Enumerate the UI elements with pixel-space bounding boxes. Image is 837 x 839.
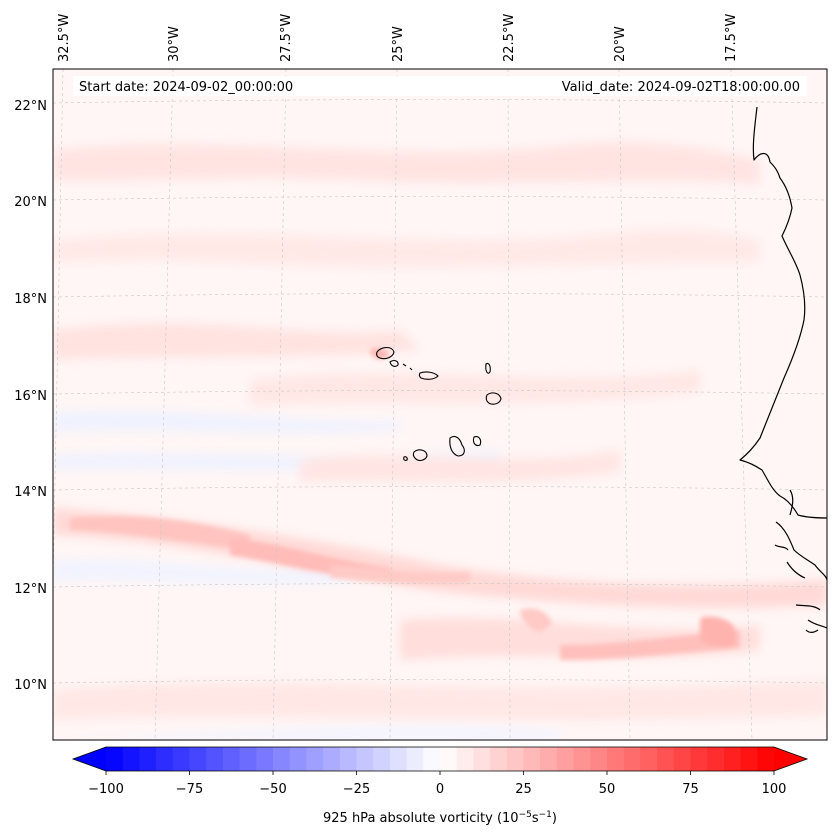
colorbar-segment (189, 747, 207, 771)
lon-label: 22.5°W (502, 14, 517, 62)
valid-date-label: Valid_date: 2024-09-02T18:00:00.00 (562, 80, 800, 95)
colorbar-segment (657, 747, 675, 771)
lat-label: 22°N (14, 99, 47, 114)
colorbar-segment (556, 747, 575, 771)
colorbar-segment (740, 747, 758, 771)
colorbar-tick-labels: −100 −75 −50 −25 0 25 50 75 100 (88, 782, 786, 797)
cb-tick-label: −100 (88, 782, 124, 797)
colorbar-segment (373, 747, 391, 771)
colorbar-segment (506, 747, 525, 771)
colorbar-segment (640, 747, 658, 771)
colorbar-high-extend (774, 747, 807, 771)
start-date-label: Start date: 2024-09-02_00:00:00 (79, 80, 293, 95)
colorbar-segments (106, 747, 775, 771)
colorbar-segment (673, 747, 692, 771)
colorbar-segment (757, 747, 775, 771)
colorbar-segment (523, 747, 541, 771)
lat-label: 14°N (14, 485, 47, 500)
colorbar-segment (273, 747, 291, 771)
colorbar-ticks (105, 771, 775, 775)
lon-label: 25°W (391, 26, 406, 62)
colorbar-segment (540, 747, 558, 771)
lat-label: 18°N (14, 292, 47, 307)
colorbar-segment (590, 747, 608, 771)
cb-tick-label: 0 (436, 782, 444, 797)
coastline (739, 106, 827, 633)
colorbar-segment (456, 747, 474, 771)
cb-tick-label: −50 (259, 782, 286, 797)
colorbar-low-extend (73, 747, 106, 771)
cb-tick-label: 75 (682, 782, 699, 797)
colorbar-segment (222, 747, 241, 771)
colorbar-segment (607, 747, 625, 771)
gridlines (53, 69, 827, 740)
cb-tick-label: −75 (176, 782, 203, 797)
colorbar-segment (339, 747, 358, 771)
colorbar-segment (723, 747, 742, 771)
lat-label: 12°N (14, 582, 47, 597)
lat-label: 10°N (14, 678, 47, 693)
colorbar-segment (707, 747, 725, 771)
colorbar-segment (440, 747, 458, 771)
colorbar-segment (323, 747, 341, 771)
colorbar-segment (239, 747, 257, 771)
lat-label: 16°N (14, 389, 47, 404)
colorbar-segment (389, 747, 408, 771)
header-box (73, 76, 807, 96)
colorbar-segment (106, 747, 124, 771)
lon-label: 32.5°W (57, 14, 72, 62)
colorbar-segment (623, 747, 641, 771)
lat-label: 20°N (14, 195, 47, 210)
colorbar-segment (289, 747, 307, 771)
cb-tick-label: 25 (515, 782, 532, 797)
colorbar-segment (306, 747, 324, 771)
lon-label: 30°W (167, 26, 182, 62)
colorbar-segment (490, 747, 508, 771)
colorbar-segment (139, 747, 157, 771)
colorbar-segment (206, 747, 224, 771)
vorticity-field (53, 141, 827, 740)
colorbar-segment (423, 747, 441, 771)
cb-tick-label: 50 (599, 782, 616, 797)
colorbar-segment (122, 747, 140, 771)
cape-verde-islands (376, 346, 502, 461)
colorbar-segment (690, 747, 708, 771)
lon-label: 17.5°W (724, 14, 739, 62)
latitude-labels: 22°N 20°N 18°N 16°N 14°N 12°N 10°N (14, 99, 47, 693)
colorbar-segment (156, 747, 174, 771)
colorbar: −100 −75 −50 −25 0 25 50 75 100 925 hPa … (71, 746, 809, 826)
colorbar-segment (473, 747, 491, 771)
map-panel: Start date: 2024-09-02_00:00:00 Valid_da… (53, 69, 827, 740)
map-frame (52, 68, 828, 741)
colorbar-segment (573, 747, 591, 771)
lon-label: 20°W (613, 26, 628, 62)
cb-tick-label: 100 (762, 782, 787, 797)
lon-label: 27.5°W (279, 14, 294, 62)
cb-tick-label: −25 (343, 782, 370, 797)
colorbar-segment (406, 747, 424, 771)
colorbar-segment (172, 747, 191, 771)
longitude-labels: 32.5°W 30°W 27.5°W 25°W 22.5°W 20°W 17.5… (57, 14, 739, 62)
colorbar-title: 925 hPa absolute vorticity (10−5s−1) (323, 810, 557, 826)
colorbar-segment (256, 747, 274, 771)
colorbar-segment (356, 747, 374, 771)
